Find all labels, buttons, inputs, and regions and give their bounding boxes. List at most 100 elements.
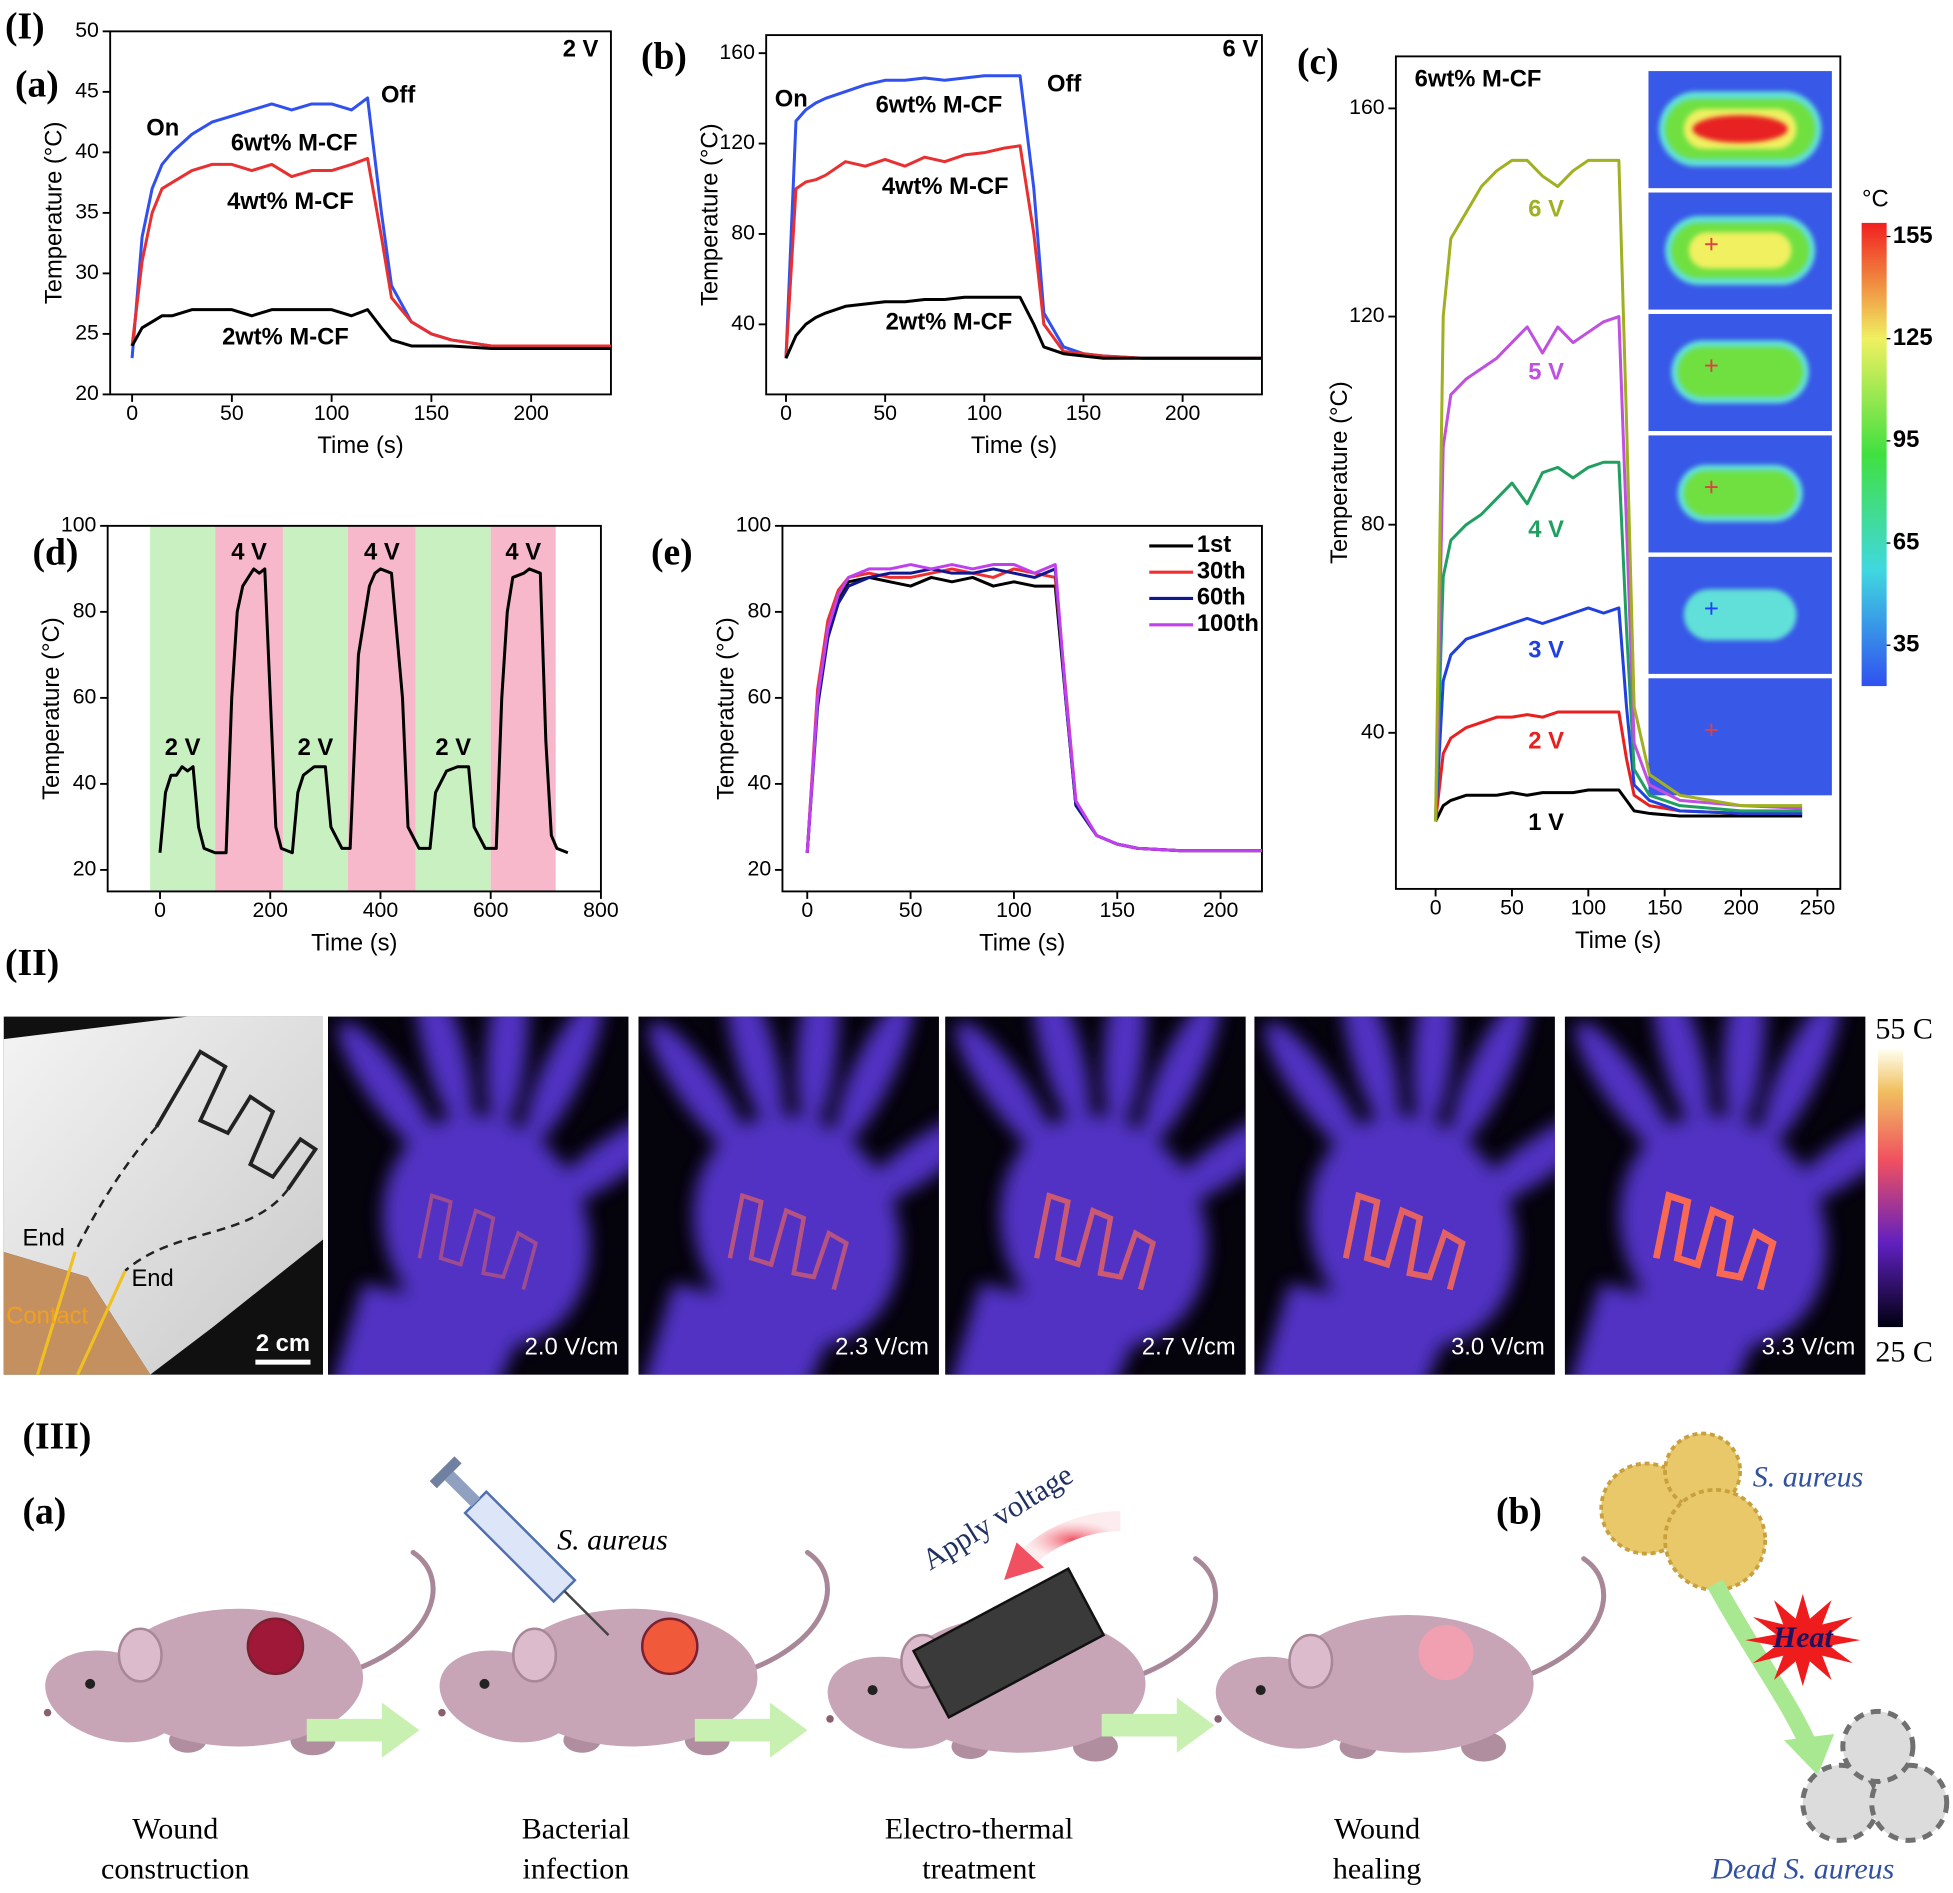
series-label: 6wt% M-CF bbox=[876, 92, 1003, 119]
colorbar-tick-label: 35 bbox=[1893, 631, 1919, 658]
y-tick-label: 50 bbox=[75, 18, 99, 42]
step-caption: Wound bbox=[1334, 1813, 1420, 1846]
line-series bbox=[805, 567, 1262, 853]
x-tick-label: 200 bbox=[253, 898, 288, 922]
photo-label: End bbox=[23, 1225, 65, 1252]
tail bbox=[1518, 1556, 1607, 1681]
nose bbox=[1214, 1715, 1222, 1723]
colorbar-title: °C bbox=[1862, 186, 1889, 213]
y-tick-label: 80 bbox=[1361, 511, 1385, 535]
y-tick-label: 40 bbox=[75, 139, 99, 163]
heater-glow bbox=[727, 1192, 849, 1291]
y-tick-label: 20 bbox=[748, 857, 772, 881]
tail bbox=[742, 1549, 830, 1674]
x-tick-label: 200 bbox=[1165, 401, 1200, 425]
finger bbox=[955, 1021, 1055, 1157]
arm bbox=[1572, 1283, 1763, 1375]
apply-label: Apply voltage bbox=[916, 1458, 1078, 1577]
y-axis-label: Temperature (°C) bbox=[38, 617, 65, 800]
hand-shape bbox=[952, 1016, 1246, 1375]
line-series bbox=[130, 156, 611, 348]
palm bbox=[382, 1115, 591, 1347]
arm bbox=[952, 1283, 1144, 1375]
step-caption: healing bbox=[1333, 1853, 1421, 1886]
section-label: (III) bbox=[23, 1416, 92, 1457]
nose bbox=[438, 1708, 446, 1717]
syringe-needle bbox=[563, 1589, 610, 1637]
dead-label: Dead S. aureus bbox=[1710, 1853, 1894, 1886]
y-tick-label: 60 bbox=[73, 685, 97, 709]
ear bbox=[117, 1627, 163, 1683]
series-label: 5 V bbox=[1528, 358, 1564, 385]
band bbox=[347, 525, 416, 892]
x-tick-label: 100 bbox=[996, 898, 1031, 922]
thermal-label: 3.0 V/cm bbox=[1451, 1334, 1545, 1361]
band-label: 4 V bbox=[364, 539, 400, 566]
crosshair bbox=[1705, 480, 1718, 494]
y-axis-label: Temperature (°C) bbox=[713, 617, 740, 800]
hand bbox=[952, 1016, 1246, 1375]
x-tick-label: 200 bbox=[1203, 898, 1238, 922]
eye bbox=[1255, 1685, 1266, 1696]
palm bbox=[1619, 1115, 1827, 1347]
line-series bbox=[805, 575, 1262, 853]
step-caption: infection bbox=[523, 1853, 630, 1886]
finger bbox=[856, 1108, 939, 1208]
step-caption: treatment bbox=[922, 1853, 1036, 1886]
finger bbox=[1141, 1016, 1220, 1145]
y-tick-label: 40 bbox=[748, 771, 772, 795]
line-series bbox=[805, 563, 1262, 853]
finger bbox=[545, 1108, 629, 1208]
band-label: 2 V bbox=[435, 734, 471, 761]
heater-pattern bbox=[154, 1049, 319, 1191]
band-label: 4 V bbox=[231, 539, 267, 566]
hand-shape bbox=[1572, 1016, 1866, 1375]
x-axis-label: Time (s) bbox=[971, 432, 1057, 459]
series-label: 4wt% M-CF bbox=[227, 188, 354, 215]
line-series bbox=[1434, 788, 1803, 822]
band-label: 2 V bbox=[165, 734, 201, 761]
x-tick-label: 50 bbox=[899, 898, 923, 922]
finger bbox=[1472, 1108, 1555, 1208]
finger bbox=[1265, 1021, 1364, 1157]
line-series bbox=[158, 567, 569, 855]
wire bbox=[124, 1188, 289, 1272]
x-tick-label: 0 bbox=[154, 898, 166, 922]
finger bbox=[1162, 1108, 1246, 1208]
inset-glow bbox=[1683, 589, 1797, 641]
x-axis-label: Time (s) bbox=[317, 432, 403, 459]
tail bbox=[1130, 1556, 1219, 1681]
crosshair bbox=[1705, 723, 1718, 737]
x-tick-label: 150 bbox=[1100, 898, 1135, 922]
band bbox=[415, 525, 491, 892]
wound bbox=[640, 1617, 699, 1676]
inset-glow bbox=[1683, 470, 1797, 516]
panel-label: (b) bbox=[1496, 1491, 1542, 1532]
x-tick-label: 150 bbox=[1647, 896, 1682, 920]
x-tick-label: 100 bbox=[1571, 896, 1606, 920]
colorbar-tick-label: 65 bbox=[1893, 528, 1919, 555]
y-tick-label: 20 bbox=[75, 381, 99, 405]
annotation: On bbox=[146, 114, 179, 141]
colorbar-tick-label: 155 bbox=[1893, 222, 1933, 249]
x-tick-label: 250 bbox=[1800, 896, 1835, 920]
step-caption: Bacterial bbox=[522, 1813, 630, 1846]
heater-glow bbox=[1652, 1191, 1777, 1291]
hand bbox=[646, 1016, 939, 1375]
bacteria-label: S. aureus bbox=[1753, 1461, 1864, 1494]
finger bbox=[726, 1016, 784, 1131]
finger bbox=[1342, 1016, 1400, 1131]
y-axis-label: Temperature (°C) bbox=[40, 122, 67, 305]
wound bbox=[246, 1617, 305, 1676]
x-tick-label: 0 bbox=[780, 401, 792, 425]
hand bbox=[335, 1016, 629, 1375]
annotation: Off bbox=[1047, 70, 1081, 97]
y-tick-label: 80 bbox=[73, 598, 97, 622]
line-series bbox=[1434, 606, 1803, 822]
line-series bbox=[805, 567, 1262, 853]
series-label: 6 V bbox=[1528, 196, 1564, 223]
line-series bbox=[130, 96, 611, 359]
finger bbox=[1103, 1016, 1146, 1127]
plot-frame bbox=[765, 34, 1263, 396]
line-series bbox=[784, 144, 1262, 360]
